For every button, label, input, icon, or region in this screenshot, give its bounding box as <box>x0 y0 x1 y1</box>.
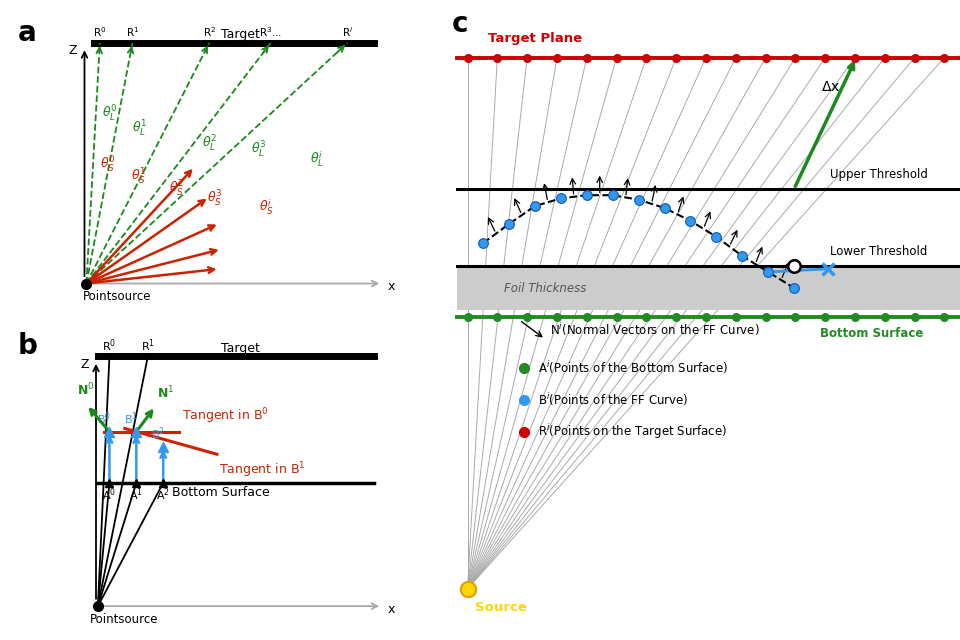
Text: B$^1$: B$^1$ <box>124 410 137 427</box>
Text: Tangent in B$^1$: Tangent in B$^1$ <box>219 460 305 480</box>
Text: $\theta_S^0$: $\theta_S^0$ <box>100 156 115 175</box>
Text: x: x <box>388 280 396 293</box>
Text: $\theta_L^2$: $\theta_L^2$ <box>202 134 217 154</box>
Text: Bottom Surface: Bottom Surface <box>820 327 924 340</box>
Text: $\theta_L^1$: $\theta_L^1$ <box>132 119 148 140</box>
Text: $\theta_L^0$: $\theta_L^0$ <box>102 104 117 124</box>
Text: Upper Threshold: Upper Threshold <box>830 168 928 181</box>
Text: $\theta_L^i$: $\theta_L^i$ <box>310 149 324 169</box>
Text: R$^1$: R$^1$ <box>126 26 139 40</box>
Text: B$^i$(Points of the FF Curve): B$^i$(Points of the FF Curve) <box>538 392 688 408</box>
Text: Bottom Surface: Bottom Surface <box>172 486 270 499</box>
Text: R$^i$(Points on the Target Surface): R$^i$(Points on the Target Surface) <box>538 422 727 442</box>
Text: B$^2$: B$^2$ <box>151 425 164 442</box>
Text: c: c <box>452 10 468 38</box>
Text: Lower Threshold: Lower Threshold <box>830 245 927 258</box>
Text: A$^2$: A$^2$ <box>156 486 170 503</box>
Text: N$^1$: N$^1$ <box>157 385 175 401</box>
Text: R$^3$...: R$^3$... <box>259 26 282 40</box>
Text: A$^1$: A$^1$ <box>130 486 143 503</box>
Text: Pointsource: Pointsource <box>90 612 158 626</box>
Text: b: b <box>17 332 37 360</box>
Text: R$^0$: R$^0$ <box>103 338 116 355</box>
Text: $\theta_L^3$: $\theta_L^3$ <box>252 140 267 161</box>
Text: x: x <box>388 603 396 616</box>
Text: $\theta_S^1$: $\theta_S^1$ <box>131 167 146 188</box>
Text: Pointsource: Pointsource <box>83 290 151 303</box>
Text: $\theta_S^3$: $\theta_S^3$ <box>207 188 223 209</box>
Text: Tangent in B$^0$: Tangent in B$^0$ <box>182 406 269 426</box>
Text: Target: Target <box>221 342 259 355</box>
Text: $\theta_S^2$: $\theta_S^2$ <box>169 179 184 200</box>
Text: Source: Source <box>475 601 527 614</box>
Text: R$^1$: R$^1$ <box>141 338 155 355</box>
Text: Target Plane: Target Plane <box>489 32 583 45</box>
Text: Z: Z <box>81 358 88 371</box>
Text: N$^i$(Normal Vectors on the FF Curve): N$^i$(Normal Vectors on the FF Curve) <box>550 321 760 338</box>
Text: R$^0$: R$^0$ <box>93 26 107 40</box>
Text: A$^i$(Points of the Bottom Surface): A$^i$(Points of the Bottom Surface) <box>538 360 728 376</box>
Text: a: a <box>17 19 36 47</box>
Text: Z: Z <box>69 44 77 58</box>
Text: N$^0$: N$^0$ <box>77 382 94 399</box>
Text: $\Delta$x: $\Delta$x <box>821 80 840 94</box>
Bar <box>457 266 960 310</box>
Text: B$^0$: B$^0$ <box>97 410 110 427</box>
Text: R$^2$: R$^2$ <box>203 26 216 40</box>
Text: R$^i$: R$^i$ <box>342 26 353 40</box>
Text: $\theta_S^i$: $\theta_S^i$ <box>259 197 275 217</box>
Text: A$^0$: A$^0$ <box>103 486 116 503</box>
Text: Target: Target <box>221 28 259 42</box>
Text: Foil Thickness: Foil Thickness <box>504 282 587 294</box>
